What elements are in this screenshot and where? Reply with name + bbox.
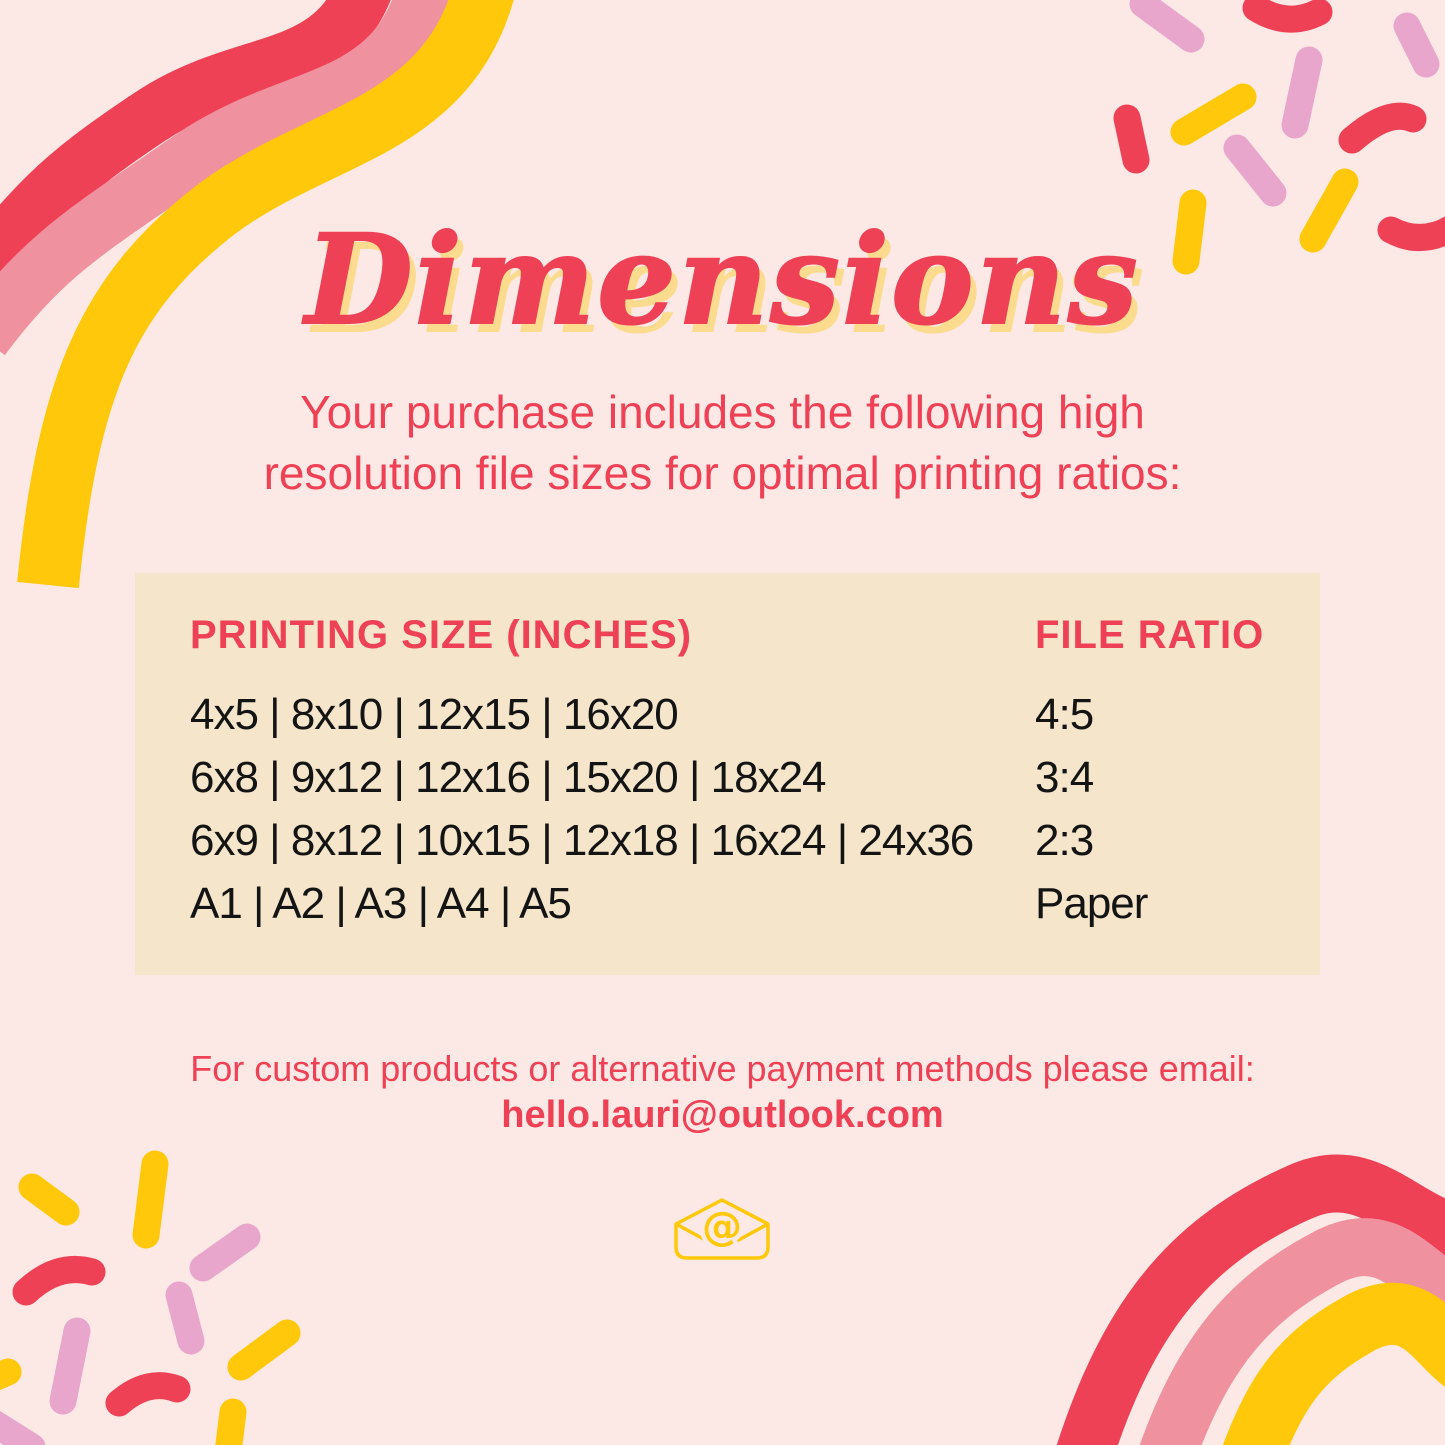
ratio-cell: 3:4 [1035, 752, 1094, 802]
sizes-cell: 6x9 | 8x12 | 10x15 | 12x18 | 16x24 | 24x… [190, 815, 974, 865]
confetti-sprinkles-bottom-left [0, 1150, 301, 1445]
file-ratio-header: FILE RATIO [1035, 612, 1265, 657]
table-row: A1 | A2 | A3 | A4 | A5 Paper [190, 872, 1265, 935]
table-row: 6x9 | 8x12 | 10x15 | 12x18 | 16x24 | 24x… [190, 809, 1265, 872]
sizes-cell: A1 | A2 | A3 | A4 | A5 [190, 878, 572, 928]
custom-products-note: For custom products or alternative payme… [190, 1048, 1255, 1089]
page-title: Dimensions [304, 207, 1140, 354]
table-row: 4x5 | 8x10 | 12x15 | 16x20 4:5 [190, 683, 1265, 746]
envelope-at-icon: @ [674, 1198, 770, 1260]
printing-size-header: PRINTING SIZE (INCHES) [190, 612, 693, 657]
ratio-cell: 4:5 [1035, 689, 1094, 739]
intro-text: Your purchase includes the following hig… [263, 386, 1182, 500]
sizes-cell: 6x8 | 9x12 | 12x16 | 15x20 | 18x24 [190, 752, 827, 802]
rainbow-swoosh-bottom-right [1056, 1154, 1445, 1445]
table-row: 6x8 | 9x12 | 12x16 | 15x20 | 18x24 3:4 [190, 746, 1265, 809]
contact-email: hello.lauri@outlook.com [501, 1094, 944, 1136]
ratio-cell: 2:3 [1035, 815, 1094, 865]
at-symbol: @ [702, 1204, 742, 1250]
sizes-cell: 4x5 | 8x10 | 12x15 | 16x20 [190, 689, 679, 739]
ratio-cell: Paper [1035, 878, 1148, 928]
size-table-panel: PRINTING SIZE (INCHES) FILE RATIO 4x5 | … [135, 573, 1320, 975]
table-header-row: PRINTING SIZE (INCHES) FILE RATIO [190, 609, 1265, 661]
